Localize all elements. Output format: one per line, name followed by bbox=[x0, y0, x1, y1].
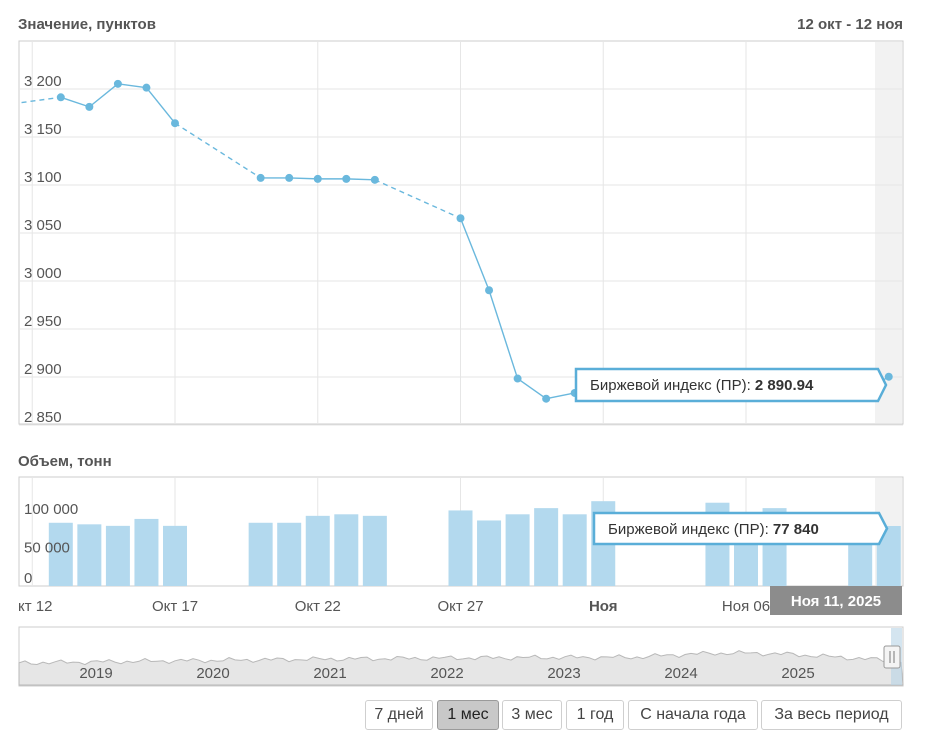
price-data-point[interactable] bbox=[171, 119, 179, 128]
price-line-segment bbox=[145, 87, 176, 124]
price-tooltip-text: Биржевой индекс (ПР): 2 890.94 bbox=[590, 377, 814, 394]
range-button-4[interactable]: 1 год bbox=[566, 700, 624, 730]
volume-bar[interactable] bbox=[505, 514, 530, 586]
x-tick-label: Окт 22 bbox=[295, 598, 341, 615]
price-line-segment bbox=[346, 178, 375, 181]
price-data-point[interactable] bbox=[113, 79, 122, 88]
range-button-3[interactable]: 3 мес bbox=[502, 700, 562, 730]
price-data-point[interactable] bbox=[884, 372, 893, 381]
x-axis: кт 12 Окт 17 Окт 22 Окт 27 Ноя Ноя 06 Ноя 11, … bbox=[18, 586, 902, 615]
price-line-segment bbox=[488, 290, 519, 379]
price-chart-panel[interactable]: 2 850 2 900 2 950 3 000 3 050 3 100 3 150 3 200… bbox=[4, 40, 904, 426]
price-tooltip-box bbox=[574, 367, 888, 403]
volume-bar[interactable] bbox=[562, 514, 587, 586]
price-line-segment bbox=[88, 83, 119, 108]
hover-date-badge bbox=[770, 586, 902, 615]
navigator-year-label: 2022 bbox=[430, 665, 463, 682]
volume-y-tick-label: 100 000 bbox=[24, 501, 78, 518]
price-line-segment bbox=[289, 177, 318, 180]
volume-bar[interactable] bbox=[448, 510, 473, 586]
x-tick-label: Ноя 06 bbox=[722, 598, 770, 615]
price-line-segment bbox=[117, 83, 147, 89]
navigator-year-label: 2023 bbox=[547, 665, 580, 682]
price-data-point[interactable] bbox=[542, 394, 551, 403]
volume-bar[interactable] bbox=[534, 508, 559, 586]
volume-bar[interactable] bbox=[305, 515, 330, 586]
volume-bar[interactable] bbox=[277, 522, 302, 586]
price-y-tick-label: 3 200 bbox=[24, 73, 62, 90]
price-tooltip-label: Биржевой индекс (ПР): bbox=[590, 377, 755, 394]
volume-bar[interactable] bbox=[77, 524, 102, 586]
price-data-point[interactable] bbox=[285, 173, 294, 182]
volume-bar[interactable] bbox=[48, 522, 73, 586]
volume-bar[interactable] bbox=[163, 525, 187, 586]
price-chart-title: Значение, пунктов bbox=[18, 16, 156, 33]
volume-chart-panel[interactable]: 0 50 000 100 000 Биржевой индекс (ПР): 77 8… bbox=[18, 476, 904, 587]
volume-bar[interactable] bbox=[134, 518, 159, 586]
price-line-segment bbox=[459, 217, 490, 291]
range-button-5[interactable]: С начала года bbox=[628, 700, 758, 730]
price-data-point[interactable] bbox=[56, 93, 65, 102]
range-button-2[interactable]: 1 мес bbox=[437, 700, 499, 730]
volume-y-tick-label: 0 bbox=[24, 570, 32, 587]
price-tooltip: Биржевой индекс (ПР): 2 890.94 bbox=[574, 367, 888, 403]
price-y-tick-label: 3 050 bbox=[24, 217, 62, 234]
price-line-segment bbox=[19, 96, 61, 104]
price-line-segment bbox=[374, 179, 461, 219]
volume-tooltip-text: Биржевой индекс (ПР): 77 840 bbox=[608, 521, 819, 538]
price-tooltip-value: 2 890.94 bbox=[755, 377, 814, 394]
x-tick-label: Окт 17 bbox=[152, 598, 198, 615]
navigator-series bbox=[18, 650, 904, 686]
price-data-point[interactable] bbox=[85, 102, 94, 111]
price-data-point[interactable] bbox=[142, 83, 151, 92]
price-line-segment bbox=[517, 377, 547, 400]
price-line-segment bbox=[546, 392, 575, 400]
price-data-point[interactable] bbox=[256, 173, 265, 182]
navigator-handle-box[interactable] bbox=[883, 645, 901, 669]
x-tick-label: Ноя bbox=[589, 598, 618, 615]
volume-bar[interactable] bbox=[477, 520, 502, 586]
volume-bar[interactable] bbox=[334, 514, 359, 586]
price-data-point[interactable] bbox=[313, 174, 322, 183]
volume-tooltip-label: Биржевой индекс (ПР): bbox=[608, 521, 773, 538]
volume-tooltip: Биржевой индекс (ПР): 77 840 bbox=[592, 511, 889, 546]
navigator-year-label: 2025 bbox=[781, 665, 814, 682]
price-y-tick-label: 3 150 bbox=[24, 121, 62, 138]
price-line-segment bbox=[174, 122, 262, 179]
price-y-tick-label: 3 000 bbox=[24, 265, 62, 282]
volume-chart-title: Объем, тонн bbox=[18, 453, 112, 470]
navigator-year-label: 2021 bbox=[313, 665, 346, 682]
navigator-handle[interactable] bbox=[883, 645, 901, 669]
volume-y-tick-label: 50 000 bbox=[24, 539, 70, 556]
navigator[interactable]: 2019 2020 2021 2022 2023 2024 2025 bbox=[18, 626, 904, 687]
volume-bar[interactable] bbox=[105, 525, 130, 586]
price-data-point[interactable] bbox=[485, 286, 494, 295]
volume-tooltip-box bbox=[592, 511, 889, 546]
volume-tooltip-value: 77 840 bbox=[773, 521, 819, 538]
volume-bar[interactable] bbox=[362, 515, 387, 586]
price-y-tick-label: 2 900 bbox=[24, 361, 62, 378]
date-range-label: 12 окт - 12 ноя bbox=[797, 16, 903, 33]
range-button-6[interactable]: За весь период bbox=[761, 700, 902, 730]
price-y-tick-label: 3 100 bbox=[24, 169, 62, 186]
hover-date-label: Ноя 11, 2025 bbox=[791, 593, 881, 610]
price-line-segment bbox=[60, 96, 90, 108]
price-y-tick-label: 2 850 bbox=[24, 409, 62, 426]
navigator-year-label: 2024 bbox=[664, 665, 697, 682]
price-data-point[interactable] bbox=[342, 174, 351, 183]
price-y-tick-label: 2 950 bbox=[24, 313, 62, 330]
volume-bar[interactable] bbox=[248, 522, 273, 586]
price-data-point[interactable] bbox=[456, 214, 465, 223]
navigator-year-label: 2019 bbox=[79, 665, 112, 682]
x-tick-label: кт 12 bbox=[18, 598, 52, 615]
navigator-year-label: 2020 bbox=[196, 665, 229, 682]
range-button-1[interactable]: 7 дней bbox=[365, 700, 433, 730]
price-data-point[interactable] bbox=[513, 374, 522, 383]
x-tick-label: Окт 27 bbox=[437, 598, 483, 615]
price-data-point[interactable] bbox=[370, 175, 379, 184]
